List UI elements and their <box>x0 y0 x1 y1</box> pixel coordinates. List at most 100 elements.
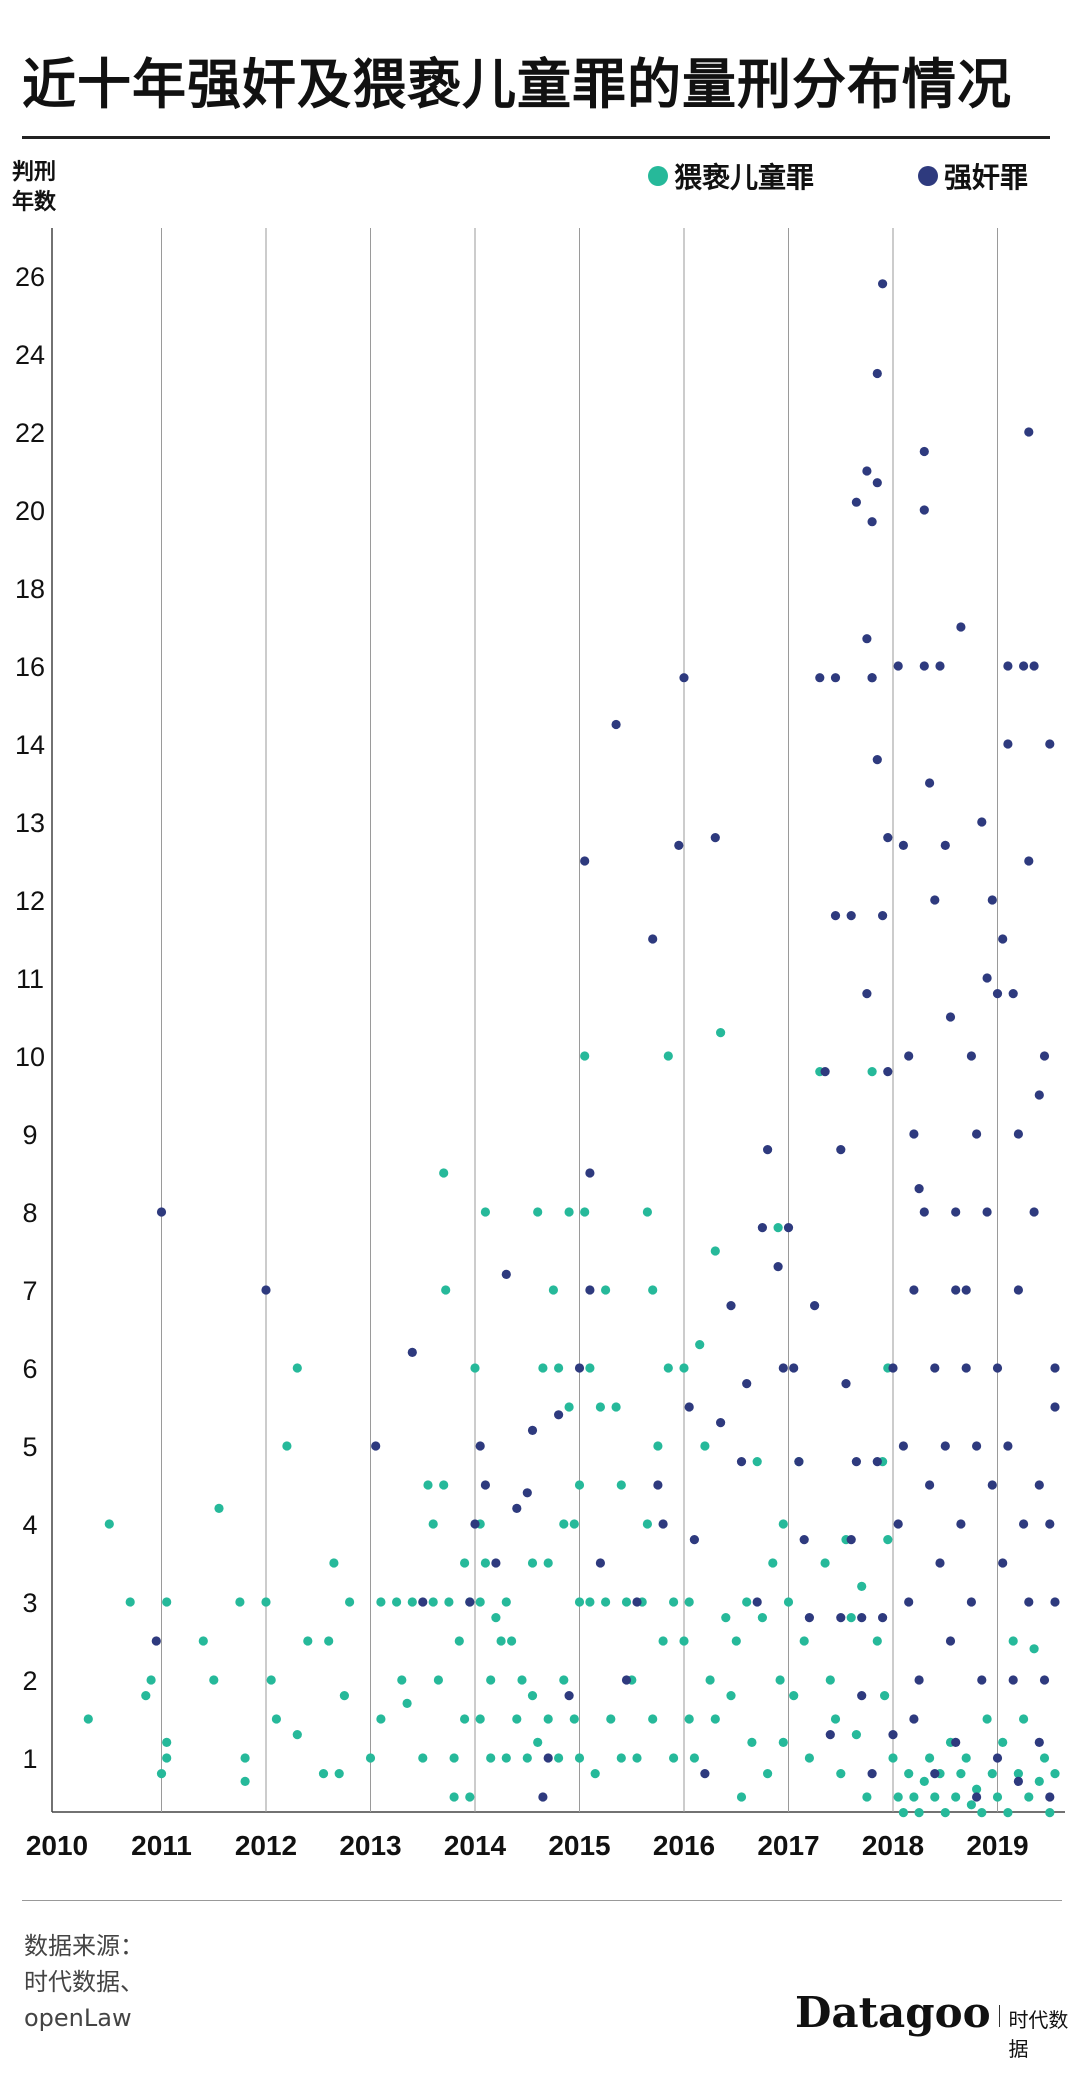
indecency-point <box>574 1480 585 1490</box>
indecency-point <box>271 1714 281 1724</box>
rape-point <box>810 1301 820 1311</box>
indecency-point <box>930 1792 940 1802</box>
rape-point <box>893 1519 903 1529</box>
rape-point <box>951 1737 961 1747</box>
indecency-point <box>428 1519 438 1529</box>
rape-point <box>836 1613 846 1623</box>
rape-point <box>580 856 590 866</box>
indecency-point <box>595 1402 606 1412</box>
indecency-point <box>141 1691 151 1701</box>
rape-point <box>1034 1090 1044 1100</box>
indecency-point <box>684 1714 694 1724</box>
rape-point <box>862 634 872 644</box>
rape-point <box>470 1519 480 1529</box>
rape-point <box>919 1207 929 1217</box>
rape-point <box>151 1636 161 1646</box>
rape-point <box>972 1441 982 1451</box>
y-tick-label: 9 <box>22 1120 37 1150</box>
indecency-point <box>454 1636 464 1646</box>
indecency-point <box>663 1051 673 1061</box>
rape-point <box>898 1441 909 1451</box>
indecency-point <box>601 1285 611 1295</box>
indecency-point <box>585 1597 595 1607</box>
rape-point <box>1019 661 1029 671</box>
rape-point <box>684 1402 694 1412</box>
rape-point <box>595 1558 606 1568</box>
rape-point <box>1024 856 1034 866</box>
rape-point <box>909 1714 919 1724</box>
rape-point <box>1045 1792 1055 1802</box>
rape-point <box>491 1558 501 1568</box>
indecency-point <box>977 1808 987 1818</box>
indecency-point <box>1039 1753 1050 1763</box>
rape-point <box>919 446 929 457</box>
indecency-point <box>663 1363 673 1373</box>
indecency-point <box>480 1207 490 1217</box>
rape-point <box>977 817 987 827</box>
indecency-point <box>543 1714 553 1724</box>
rape-point <box>674 840 684 851</box>
indecency-point <box>987 1769 997 1779</box>
indecency-point <box>538 1363 548 1373</box>
legend-item-rape: 强奸罪 <box>918 158 1028 194</box>
indecency-point <box>695 1340 705 1350</box>
source-line-1: 数据来源： <box>24 1932 144 1960</box>
indecency-point <box>104 1519 114 1529</box>
rape-point <box>935 661 945 671</box>
indecency-point <box>480 1558 490 1568</box>
rape-point <box>956 1519 966 1529</box>
rape-point <box>820 1067 830 1077</box>
indecency-point <box>731 1636 741 1646</box>
indecency-point <box>925 1753 935 1763</box>
legend-label-rape: 强奸罪 <box>944 161 1029 194</box>
rape-point <box>757 1223 768 1233</box>
indecency-point <box>585 1363 595 1373</box>
y-tick-label: 24 <box>15 340 45 370</box>
rape-point <box>961 1285 971 1295</box>
rape-point <box>726 1301 736 1311</box>
rape-point <box>465 1597 475 1607</box>
indecency-point <box>789 1691 799 1701</box>
indecency-point <box>836 1769 846 1779</box>
indecency-point <box>1003 1808 1013 1818</box>
rape-point <box>1050 1402 1060 1412</box>
rape-point <box>888 1730 898 1740</box>
indecency-point <box>365 1753 376 1763</box>
indecency-point <box>261 1597 271 1607</box>
rape-point <box>925 778 935 788</box>
indecency-point <box>867 1067 877 1077</box>
rape-point <box>1013 1285 1024 1295</box>
rape-point <box>1029 1207 1039 1217</box>
indecency-point <box>517 1675 527 1685</box>
rape-point <box>501 1269 511 1279</box>
rape-point <box>742 1379 752 1389</box>
y-tick-label: 10 <box>15 1042 45 1072</box>
indecency-point <box>418 1753 428 1763</box>
indecency-point <box>512 1714 522 1724</box>
indecency-point <box>710 1246 720 1256</box>
rape-point <box>830 911 841 921</box>
rape-point <box>857 1613 867 1623</box>
rape-point <box>992 1753 1003 1763</box>
indecency-point <box>209 1675 219 1685</box>
rape-point <box>527 1425 538 1435</box>
source-line-2: 时代数据、 <box>24 1968 144 1996</box>
indecency-point <box>1024 1792 1034 1802</box>
y-tick-label: 26 <box>15 262 45 292</box>
indecency-point <box>1019 1714 1029 1724</box>
rape-point <box>1034 1737 1044 1747</box>
indecency-point <box>909 1792 919 1802</box>
indecency-point <box>527 1691 538 1701</box>
indecency-point <box>501 1597 511 1607</box>
source-line-3: openLaw <box>24 2004 132 2032</box>
rape-point <box>904 1597 914 1607</box>
rape-point <box>1045 739 1055 749</box>
indecency-point <box>642 1519 653 1529</box>
rape-point <box>825 1730 835 1740</box>
indecency-point <box>726 1691 736 1701</box>
indecency-point <box>397 1675 407 1685</box>
indecency-point <box>496 1636 506 1646</box>
legend-swatch-indecency <box>648 166 668 186</box>
rape-point <box>752 1597 762 1607</box>
indecency-point <box>857 1581 867 1591</box>
